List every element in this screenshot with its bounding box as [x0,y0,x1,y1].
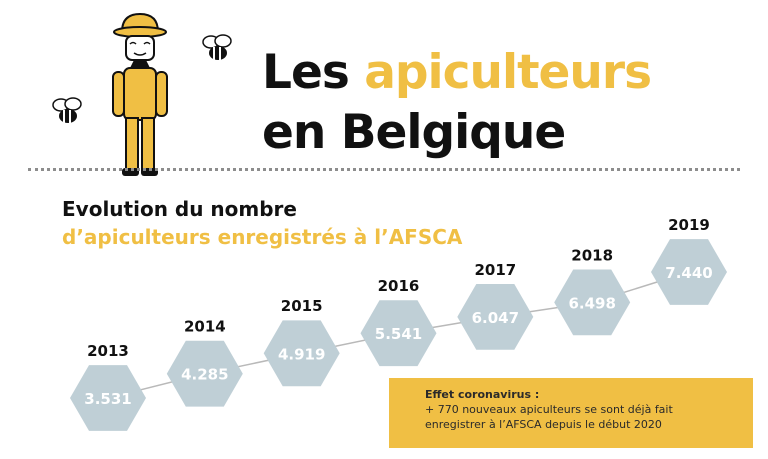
chart: 3.531 2013 4.285 2014 4.919 2015 5.541 2016 6.04… [0,200,768,459]
note-box: Effet coronavirus : + 770 nouveaux apicu… [389,378,753,448]
page-title: Les apiculteurs [262,45,652,100]
data-label: 7.440 [665,264,712,282]
bee-icon [202,34,232,60]
year-label: 2015 [281,297,323,315]
data-label: 3.531 [84,390,131,408]
chart-subtitle-line2: d’apiculteurs enregistrés à l’AFSCA [62,225,463,249]
chart-svg: 3.531 2013 4.285 2014 4.919 2015 5.541 2016 6.04… [70,216,727,431]
hexagon-marker [166,340,243,407]
data-label: 6.498 [568,294,615,312]
year-label: 2019 [668,216,710,234]
data-label: 4.919 [278,345,325,363]
year-label: 2016 [378,277,420,295]
note-title: Effet coronavirus : [425,388,540,401]
beekeeper-icon [112,12,168,176]
note-text: + 770 nouveaux apiculteurs se sont déjà … [425,403,673,431]
hexagon-marker [360,300,437,367]
hexagon-marker [70,365,146,431]
hexagon-marker [554,269,631,336]
divider [28,168,740,171]
title-highlight: apiculteurs [364,45,652,100]
chart-subtitle-line1: Evolution du nombre [62,197,297,221]
year-label: 2013 [87,342,129,360]
data-label: 5.541 [375,325,422,343]
hexagon-marker [457,284,534,350]
data-label: 6.047 [472,309,519,327]
data-label: 4.285 [181,366,228,384]
page-title-line2: en Belgique [262,105,566,160]
title-word: Les [262,45,350,100]
bee-icon [52,97,82,123]
year-label: 2018 [571,246,613,264]
year-label: 2014 [184,318,226,336]
hexagon-marker [651,239,727,305]
hexagon-marker [263,320,340,387]
year-label: 2017 [474,261,516,279]
